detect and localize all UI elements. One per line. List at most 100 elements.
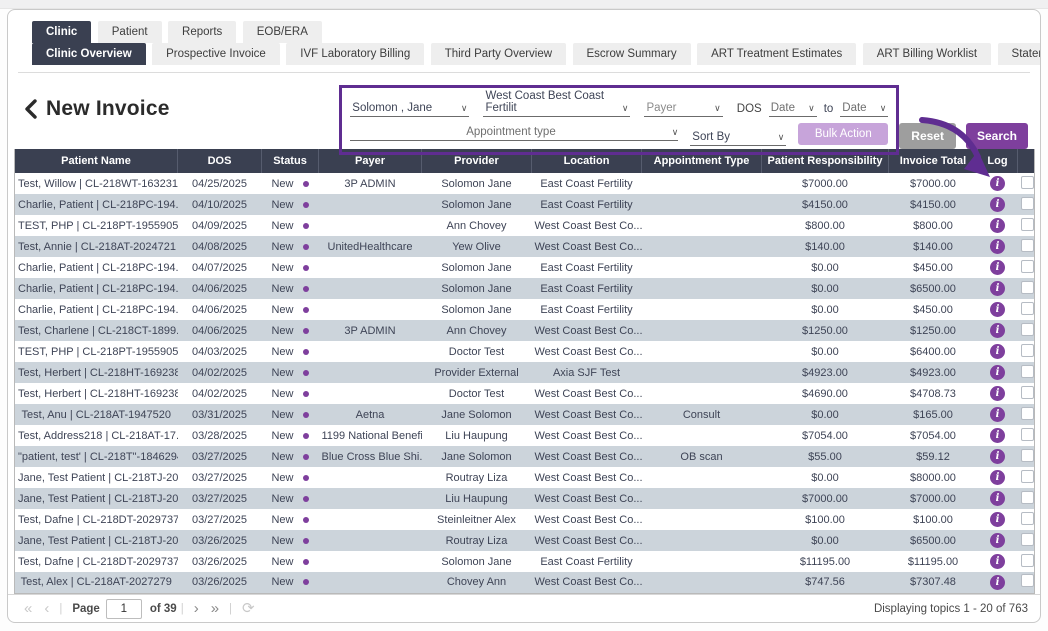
search-button[interactable]: Search: [965, 123, 1028, 149]
log-info-icon[interactable]: i: [990, 512, 1005, 527]
tab-reports[interactable]: Reports: [168, 21, 237, 43]
log-info-icon[interactable]: i: [990, 281, 1005, 296]
log-info-icon[interactable]: i: [990, 533, 1005, 548]
log-info-icon[interactable]: i: [990, 386, 1005, 401]
tab-clinic[interactable]: Clinic: [32, 21, 92, 43]
next-page-icon[interactable]: ›: [193, 600, 199, 617]
tab-prospective-invoice[interactable]: Prospective Invoice: [152, 43, 280, 65]
log-info-icon[interactable]: i: [990, 449, 1005, 464]
table-row[interactable]: Test, Herbert | CL-218HT-1692383 04/02/20…: [14, 362, 1035, 383]
status-dot-icon: [302, 264, 309, 271]
table-row[interactable]: TEST, PHP | CL-218PT-1955905 04/09/2025 Ne…: [14, 215, 1035, 236]
table-row[interactable]: Test, Alex | CL-218AT-2027279 03/26/2025 N…: [14, 572, 1035, 593]
row-checkbox[interactable]: [1020, 175, 1034, 189]
tab-art-treatment-estimates[interactable]: ART Treatment Estimates: [697, 43, 857, 65]
table-row[interactable]: Jane, Test Patient | CL-218TJ-20... 03/27…: [14, 467, 1035, 488]
row-checkbox[interactable]: [1020, 301, 1034, 315]
table-row[interactable]: Charlie, Patient | CL-218PC-194... 04/10/…: [14, 194, 1035, 215]
log-info-icon[interactable]: i: [990, 407, 1005, 422]
log-info-icon[interactable]: i: [990, 491, 1005, 506]
log-info-icon[interactable]: i: [990, 239, 1005, 254]
last-page-icon[interactable]: »: [210, 600, 220, 617]
table-row[interactable]: Test, Anu | CL-218AT-1947520 03/31/2025 Ne…: [14, 404, 1035, 425]
row-checkbox[interactable]: [1020, 532, 1034, 546]
dos-from-date-select[interactable]: Date ∨: [768, 102, 817, 117]
tab-eob-era[interactable]: EOB/ERA: [242, 21, 322, 43]
row-checkbox[interactable]: [1020, 196, 1034, 210]
row-checkbox[interactable]: [1020, 322, 1034, 336]
row-checkbox[interactable]: [1020, 574, 1034, 588]
payer-input[interactable]: [646, 102, 707, 114]
cell-status: New: [262, 215, 319, 236]
table-row[interactable]: Charlie, Patient | CL-218PC-194... 04/07/…: [14, 257, 1035, 278]
provider-select[interactable]: Solomon , Jane ∨: [350, 102, 470, 117]
row-checkbox[interactable]: [1020, 343, 1034, 357]
page-number-input[interactable]: [105, 598, 142, 619]
table-row[interactable]: Test, Charlene | CL-218CT-1899... 04/06/2…: [14, 320, 1035, 341]
table-row[interactable]: Test, Dafne | CL-218DT-2029737 03/27/2025…: [14, 509, 1035, 530]
table-row[interactable]: Test, Dafne | CL-218DT-2029737 03/26/2025…: [14, 551, 1035, 572]
tab-patient[interactable]: Patient: [97, 21, 162, 43]
row-checkbox[interactable]: [1020, 448, 1034, 462]
cell-status: New: [262, 383, 319, 404]
table-row[interactable]: Test, Willow | CL-218WT-1632312 04/25/202…: [14, 173, 1035, 194]
row-checkbox[interactable]: [1020, 364, 1034, 378]
tab-escrow-summary[interactable]: Escrow Summary: [572, 43, 691, 65]
row-checkbox[interactable]: [1020, 280, 1034, 294]
log-info-icon[interactable]: i: [990, 197, 1005, 212]
table-row[interactable]: Jane, Test Patient | CL-218TJ-20... 03/26…: [14, 530, 1035, 551]
log-info-icon[interactable]: i: [990, 470, 1005, 485]
bulk-action-button[interactable]: Bulk Action: [798, 122, 889, 145]
table-row[interactable]: Charlie, Patient | CL-218PC-194... 04/06/…: [14, 278, 1035, 299]
row-checkbox[interactable]: [1020, 427, 1034, 441]
column-header-select: [1017, 149, 1035, 173]
tab-third-party-overview[interactable]: Third Party Overview: [430, 43, 567, 65]
row-checkbox[interactable]: [1020, 385, 1034, 399]
tab-statements[interactable]: Statements: [997, 43, 1040, 65]
filter-row-2: Appointment type ∨ Sort By ∨ Bulk Action: [350, 120, 889, 147]
log-info-icon[interactable]: i: [990, 574, 1005, 590]
table-row[interactable]: Test, Annie | CL-218AT-2024721 04/08/2025…: [14, 236, 1035, 257]
row-checkbox[interactable]: [1020, 553, 1034, 567]
refresh-icon[interactable]: ⟳: [242, 600, 255, 617]
log-info-icon[interactable]: i: [990, 302, 1005, 317]
tab-ivf-laboratory-billing[interactable]: IVF Laboratory Billing: [286, 43, 425, 65]
log-info-icon[interactable]: i: [990, 344, 1005, 359]
table-row[interactable]: Jane, Test Patient | CL-218TJ-20... 03/27…: [14, 488, 1035, 509]
table-row[interactable]: Test, Herbert | CL-218HT-1692383 04/02/20…: [14, 383, 1035, 404]
reset-button[interactable]: Reset: [899, 123, 956, 149]
cell-appointment_type: [642, 467, 762, 488]
cell-log: i: [978, 278, 1018, 299]
log-info-icon[interactable]: i: [990, 554, 1005, 569]
appointment-type-select[interactable]: Appointment type ∨: [350, 126, 679, 141]
table-row[interactable]: Charlie, Patient | CL-218PC-194... 04/06/…: [14, 299, 1035, 320]
row-checkbox[interactable]: [1020, 238, 1034, 252]
dos-to-date-select[interactable]: Date ∨: [840, 102, 889, 117]
row-checkbox[interactable]: [1020, 406, 1034, 420]
row-checkbox[interactable]: [1020, 490, 1034, 504]
log-info-icon[interactable]: i: [990, 365, 1005, 380]
prev-page-icon[interactable]: ‹: [44, 600, 50, 617]
first-page-icon[interactable]: «: [24, 600, 33, 617]
clinic-select[interactable]: West Coast Best Coast Fertilit ∨: [483, 90, 631, 117]
row-checkbox[interactable]: [1020, 217, 1034, 231]
payer-select[interactable]: ∨: [644, 102, 723, 117]
back-chevron-icon[interactable]: [24, 99, 37, 119]
log-info-icon[interactable]: i: [990, 176, 1005, 191]
cell-patient: Test, Herbert | CL-218HT-1692383: [18, 366, 178, 379]
log-info-icon[interactable]: i: [990, 218, 1005, 233]
table-row[interactable]: "patient, test' | CL-218T"-1846294 03/27/…: [14, 446, 1035, 467]
cell-patient_responsibility: $11195.00: [799, 555, 851, 568]
row-checkbox[interactable]: [1020, 259, 1034, 273]
tab-art-billing-worklist[interactable]: ART Billing Worklist: [862, 43, 992, 65]
row-checkbox[interactable]: [1020, 511, 1034, 525]
log-info-icon[interactable]: i: [990, 428, 1005, 443]
row-checkbox[interactable]: [1020, 469, 1034, 483]
table-row[interactable]: TEST, PHP | CL-218PT-1955905 04/03/2025 Ne…: [14, 341, 1035, 362]
log-info-icon[interactable]: i: [990, 323, 1005, 338]
table-row[interactable]: Test, Address218 | CL-218AT-17... 03/28/2…: [14, 425, 1035, 446]
sort-by-select[interactable]: Sort By ∨: [690, 131, 787, 146]
status-dot-icon: [302, 369, 309, 376]
log-info-icon[interactable]: i: [990, 260, 1005, 275]
tab-clinic-overview[interactable]: Clinic Overview: [32, 43, 146, 65]
